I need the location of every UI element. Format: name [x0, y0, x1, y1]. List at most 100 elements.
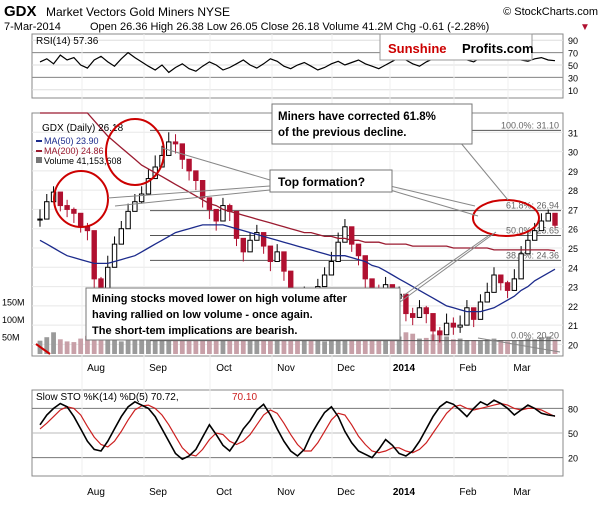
annotation-top-formation: Top formation? [269, 169, 393, 193]
volume-bar [545, 336, 551, 354]
volume-bar [57, 339, 63, 354]
volume-bar [112, 340, 117, 354]
volume-bar [288, 334, 294, 354]
volume-bar [91, 333, 97, 354]
candle-body [166, 141, 172, 156]
volume-bar [193, 333, 199, 354]
x-axis-label: Nov [277, 487, 295, 498]
sto-label: Slow STO %K(14) %D(5) 70.72, [36, 392, 179, 403]
candle-body [545, 212, 551, 222]
price-tick-label: 26 [568, 225, 578, 235]
rsi-label: RSI(14) 57.36 [36, 36, 99, 47]
x-axis-label: Dec [337, 487, 355, 498]
candle-body [531, 230, 538, 241]
rsi-tick-label: 50 [568, 61, 578, 71]
volume-bars [37, 327, 558, 354]
annotation-pointers [35, 141, 561, 355]
sto-tick-label: 80 [568, 404, 578, 414]
candle-body [443, 322, 450, 336]
candle-body [430, 313, 436, 332]
volume-bar [369, 335, 375, 354]
candle-body [199, 180, 206, 199]
price-tick-label: 23 [568, 283, 578, 293]
volume-bar [335, 339, 341, 354]
volume-bar [220, 338, 226, 354]
x-axis-label: Feb [459, 487, 477, 498]
x-axis-label: Aug [87, 487, 105, 498]
candle-body [342, 226, 348, 243]
x-axis-label: Dec [337, 363, 355, 374]
volume-bar [186, 333, 192, 354]
candle-body [233, 210, 240, 239]
candle-body [91, 230, 97, 280]
volume-bar [450, 339, 456, 354]
annotation-volume: Mining stocks moved lower on high volume… [85, 287, 401, 341]
x-axis-labels: Aug Aug Sep Sep Oct Oct Nov Nov Dec Dec 2014 2014 Fe… [87, 363, 531, 498]
security-name: Market Vectors Gold Miners NYSE [46, 5, 230, 19]
candle-body [77, 212, 84, 228]
x-axis-label: Mar [513, 487, 531, 498]
candle-body [470, 307, 477, 320]
volume-bar [139, 335, 145, 354]
price-tick-label: 25 [568, 244, 578, 254]
change-down-icon: ▼ [580, 22, 590, 33]
volume-bar [423, 337, 429, 354]
quote-line: Open 26.36 High 26.38 Low 26.05 Close 26… [90, 21, 489, 33]
x-axis-label: 2014 [393, 487, 416, 498]
x-axis-label: Aug [87, 363, 105, 374]
rsi-tick-label: 70 [568, 49, 578, 59]
fib-level-label: 61.8%: 26.94 [506, 201, 559, 211]
volume-bar [125, 339, 131, 354]
x-axis-label: 2014 [393, 363, 416, 374]
candle-body [57, 191, 64, 207]
volume-bar [261, 338, 267, 354]
volume-bar [234, 335, 239, 354]
candle-body [105, 266, 111, 291]
volume-tick-label: 100M [2, 315, 25, 325]
candle-body [64, 205, 70, 210]
axis-ticks: 90 70 50 30 10 31 30 29 28 27 26 25 24 23 22 21 20 80 50 20… [2, 36, 578, 463]
watermark-part1: Sunshine [388, 41, 447, 56]
price-tick-label: 30 [568, 148, 578, 158]
candle-body [193, 170, 199, 182]
candle-body [437, 330, 443, 336]
candle-body [145, 178, 152, 195]
candle-body [362, 255, 368, 280]
candle-body [335, 241, 341, 262]
x-axis-label: Feb [459, 363, 477, 374]
candle-body [37, 218, 43, 221]
annotation-text-miners: Miners have corrected 61.8% of the previ… [278, 111, 439, 139]
candle-body [504, 282, 511, 291]
volume-bar [159, 339, 165, 354]
quote-date: 7-Mar-2014 [4, 21, 61, 33]
header: GDX Market Vectors Gold Miners NYSE © St… [4, 3, 598, 33]
fib-level-label: 0.0%: 20.20 [511, 331, 559, 341]
volume-bar [457, 338, 463, 354]
candle-body [220, 205, 226, 222]
annotation-circle-march [472, 199, 540, 237]
volume-bar [464, 340, 470, 354]
sunshine-profits-watermark: Sunshine Profits.com [379, 33, 534, 61]
rsi-line [39, 51, 556, 74]
price-tick-label: 31 [568, 128, 578, 138]
volume-bar [247, 337, 253, 354]
annotation-text-volume: Mining stocks moved lower on high volume… [92, 293, 350, 337]
volume-bar [498, 340, 504, 354]
candle-body [355, 243, 362, 257]
volume-bar [308, 338, 314, 354]
sto-d-line [39, 402, 556, 457]
price-legend: GDX (Daily) 26.18 MA(50) 23.90 MA(200) 2… [36, 123, 124, 166]
volume-bar [539, 337, 544, 354]
fib-level-label: 100.0%: 31.10 [501, 120, 559, 130]
volume-bar [389, 337, 395, 354]
candle-body [118, 228, 125, 245]
annotation-miners: Miners have corrected 61.8% of the previ… [271, 103, 473, 145]
volume-bar [491, 338, 497, 354]
volume-bar [417, 338, 422, 354]
annotation-circle-july [53, 170, 109, 228]
annotation-circle-august [105, 118, 165, 186]
price-tick-label: 20 [568, 340, 578, 350]
volume-bar [444, 336, 449, 354]
candle-body [71, 208, 77, 214]
